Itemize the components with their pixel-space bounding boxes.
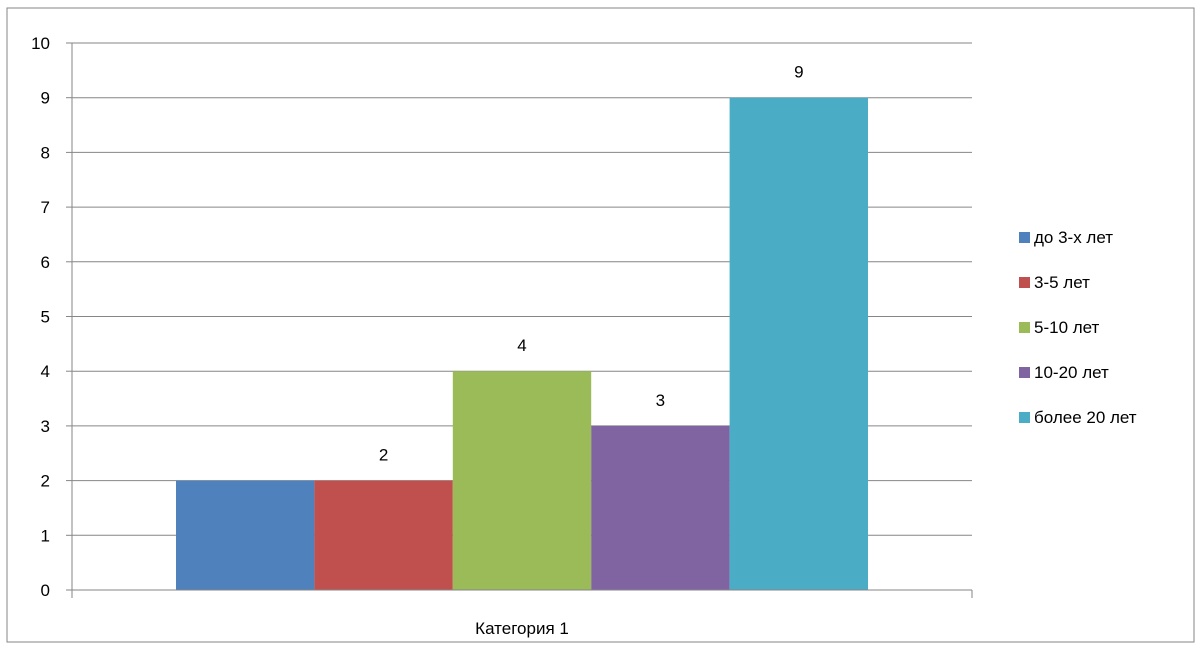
y-tick-label-7: 7 xyxy=(41,198,50,217)
labels: 0 1 2 3 4 5 6 7 8 9 10 2 4 3 9 Категория 1 xyxy=(31,34,803,638)
y-tick-label-1: 1 xyxy=(41,526,50,545)
y-tick-label-0: 0 xyxy=(41,581,50,600)
legend-label-3: 10-20 лет xyxy=(1034,363,1109,382)
y-tick-label-10: 10 xyxy=(31,34,50,53)
data-label-2: 4 xyxy=(517,336,526,355)
legend-label-1: 3-5 лет xyxy=(1034,273,1090,292)
legend-label-0: до 3-х лет xyxy=(1034,228,1113,247)
y-tick-label-9: 9 xyxy=(41,89,50,108)
legend-swatch-2 xyxy=(1019,322,1030,333)
bar-4 xyxy=(729,97,868,590)
legend: до 3-х лет 3-5 лет 5-10 лет 10-20 лет более … xyxy=(1019,228,1137,427)
y-tick-label-8: 8 xyxy=(41,143,50,162)
legend-label-2: 5-10 лет xyxy=(1034,318,1100,337)
data-label-1: 2 xyxy=(379,446,388,465)
bars xyxy=(176,97,868,590)
y-tick-label-6: 6 xyxy=(41,253,50,272)
data-label-3: 3 xyxy=(656,391,665,410)
y-tick-label-5: 5 xyxy=(41,308,50,327)
bar-0 xyxy=(176,480,315,590)
axes xyxy=(66,42,973,598)
data-label-4: 9 xyxy=(794,63,803,82)
bar-3 xyxy=(591,425,730,590)
legend-label-4: более 20 лет xyxy=(1034,408,1137,427)
category-label-0: Категория 1 xyxy=(475,619,569,638)
legend-swatch-0 xyxy=(1019,232,1030,243)
legend-swatch-4 xyxy=(1019,412,1030,423)
y-tick-label-2: 2 xyxy=(41,472,50,491)
y-tick-label-4: 4 xyxy=(41,362,50,381)
y-tick-label-3: 3 xyxy=(41,417,50,436)
legend-swatch-1 xyxy=(1019,277,1030,288)
legend-swatch-3 xyxy=(1019,367,1030,378)
bar-2 xyxy=(452,371,592,590)
bar-1 xyxy=(314,480,453,590)
